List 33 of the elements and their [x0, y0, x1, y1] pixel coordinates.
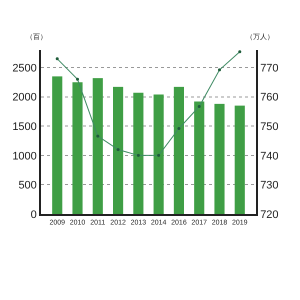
bar [234, 106, 245, 214]
point [238, 50, 242, 54]
point [56, 57, 59, 60]
point [157, 154, 160, 157]
line-series [56, 50, 242, 157]
bar [214, 104, 225, 214]
bar [92, 78, 103, 214]
bar [133, 92, 144, 214]
y2-tick-label: 740 [260, 150, 279, 162]
y-tick-label: 2000 [12, 92, 37, 104]
point [177, 126, 180, 130]
bar [113, 86, 124, 214]
y2-tick-label: 760 [260, 92, 279, 104]
y2-tick-label: 730 [260, 180, 279, 192]
y2-tick-label: 770 [260, 62, 279, 74]
y-tick-label: 1500 [12, 120, 37, 133]
y2-tick-label: 750 [260, 120, 279, 133]
y-tick-label: 2500 [12, 62, 37, 74]
point [136, 154, 140, 157]
y2-tick-label: 720 [260, 208, 279, 221]
bar [194, 102, 204, 214]
bar [72, 82, 83, 214]
y-tick-label: 500 [18, 180, 37, 192]
y-tick-label: 1000 [12, 150, 37, 162]
bar [52, 76, 62, 214]
point [218, 68, 221, 72]
point [198, 105, 201, 108]
point [116, 148, 120, 152]
point [96, 134, 100, 138]
y-tick-label: 0 [30, 208, 37, 221]
bar [174, 86, 184, 214]
bar [154, 94, 164, 214]
point [76, 78, 80, 81]
